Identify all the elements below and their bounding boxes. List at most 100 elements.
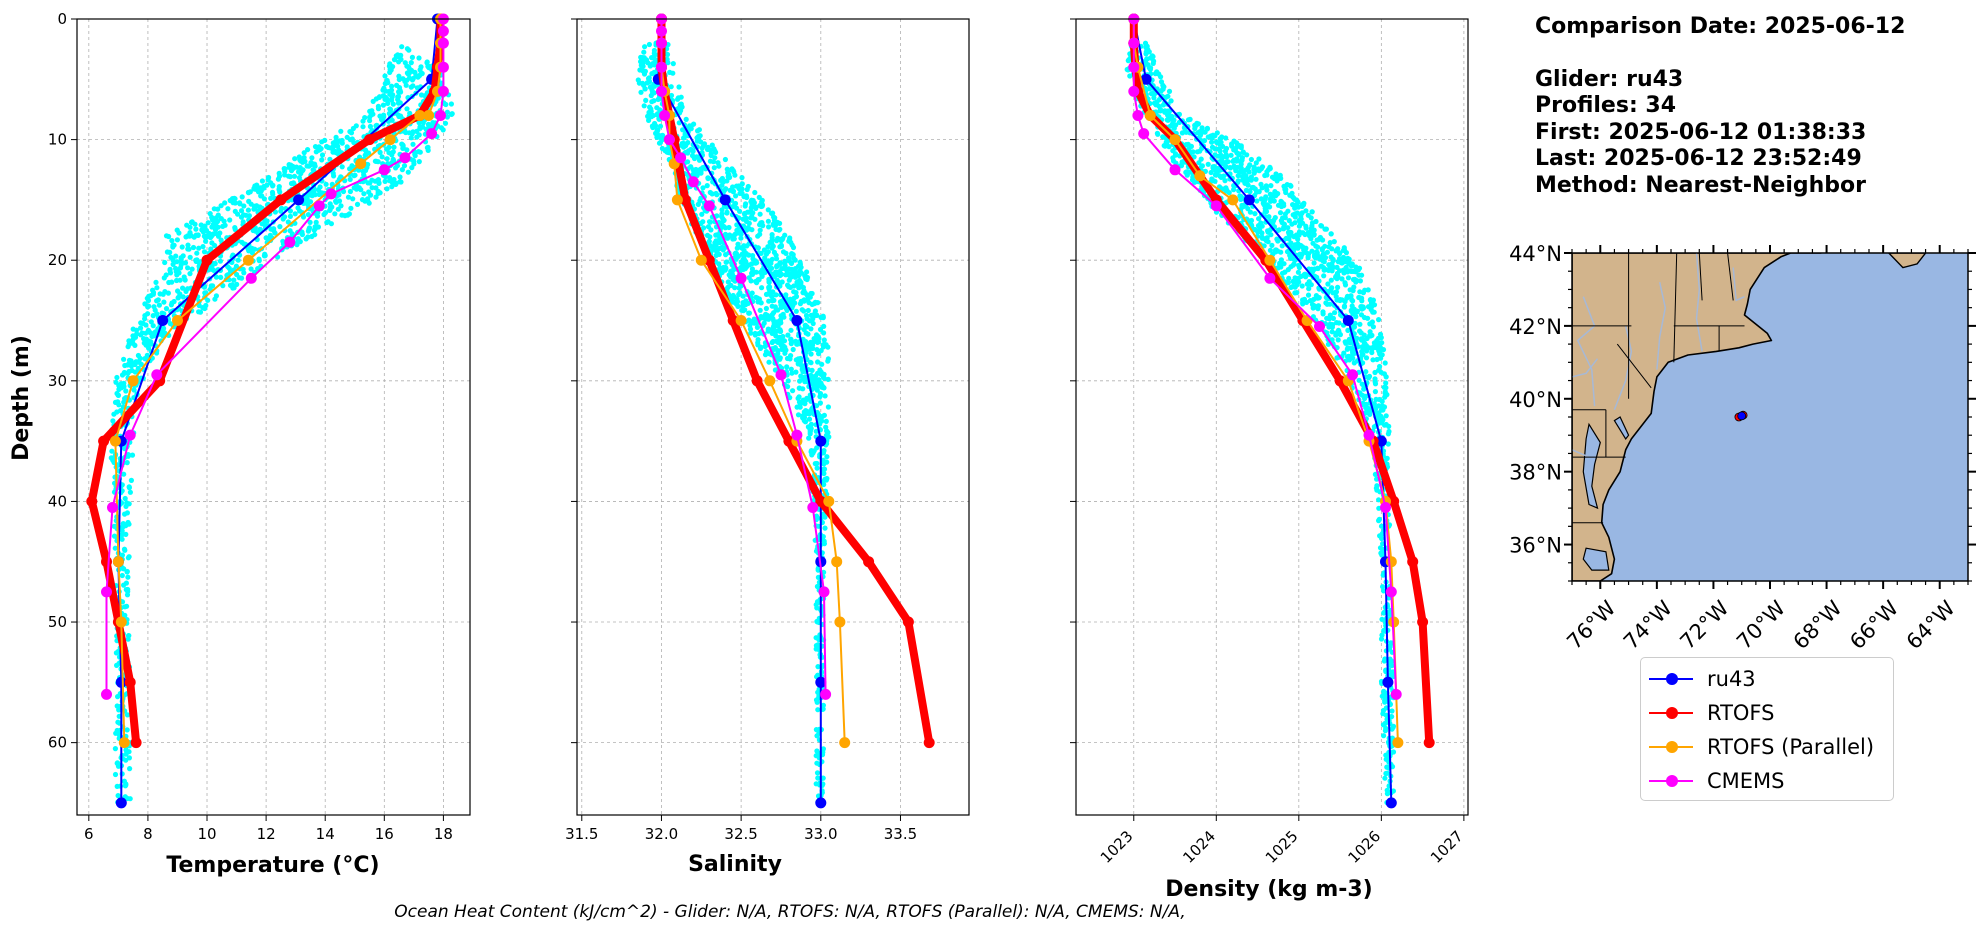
glider-scatter-point	[1326, 324, 1332, 330]
legend-swatch	[1649, 732, 1693, 762]
glider-scatter-point	[1372, 379, 1378, 385]
glider-scatter-point	[1218, 139, 1224, 145]
river	[1572, 449, 1590, 458]
glider-scatter-point	[1365, 287, 1371, 293]
glider-scatter-point	[309, 155, 315, 161]
glider-scatter-point	[1212, 178, 1218, 184]
series-marker-cmems	[435, 110, 446, 121]
glider-scatter-point	[695, 128, 701, 134]
glider-scatter-point	[275, 176, 281, 182]
map-lon-label: 66°W	[1845, 596, 1903, 654]
series-line-ru43	[117, 18, 439, 804]
glider-scatter-point	[287, 213, 293, 219]
glider-scatter-point	[801, 297, 807, 303]
series-marker-rtofs-parallel	[414, 110, 426, 121]
glider-scatter-point	[1205, 161, 1211, 167]
glider-scatter-point	[789, 251, 795, 257]
glider-scatter-point	[174, 259, 180, 265]
glider-scatter-point	[346, 211, 352, 217]
glider-scatter-point	[295, 169, 302, 175]
glider-scatter-point	[1367, 321, 1373, 327]
glider-scatter-point	[1360, 360, 1366, 366]
series-marker-ru43	[115, 797, 127, 809]
glider-scatter-point	[200, 244, 206, 250]
glider-scatter-point	[364, 150, 370, 156]
glider-scatter-point	[815, 359, 821, 365]
glider-scatter-point	[1305, 212, 1311, 218]
glider-scatter-point	[144, 295, 150, 301]
glider-scatter-point	[725, 235, 731, 241]
glider-scatter-point	[786, 238, 792, 244]
glider-scatter-point	[225, 206, 231, 212]
glider-scatter-point	[174, 237, 180, 243]
glider-scatter-point	[813, 753, 819, 759]
glider-scatter-point	[138, 332, 144, 338]
glider-scatter-point	[1294, 244, 1300, 250]
glider-scatter-point	[725, 279, 731, 285]
glider-scatter-point	[1143, 43, 1149, 49]
glider-scatter-point	[169, 238, 175, 244]
glider-scatter-point	[121, 356, 127, 362]
glider-scatter-point	[777, 226, 783, 232]
glider-scatter-point	[821, 466, 828, 472]
glider-scatter-point	[1285, 267, 1291, 273]
glider-scatter-point	[377, 149, 383, 155]
glider-scatter-point	[1292, 214, 1298, 220]
glider-scatter-point	[1268, 232, 1274, 238]
glider-scatter-point	[1286, 236, 1292, 242]
glider-scatter-point	[347, 137, 353, 143]
glider-scatter-point	[649, 71, 655, 77]
glider-scatter-point	[111, 533, 118, 539]
glider-scatter-point	[384, 186, 390, 192]
glider-scatter-point	[636, 80, 643, 86]
glider-scatter-point	[145, 311, 151, 317]
glider-scatter-point	[1271, 217, 1277, 223]
glider-scatter-point	[821, 323, 827, 329]
glider-scatter-point	[1383, 374, 1389, 380]
glider-scatter-point	[240, 219, 246, 225]
glider-scatter-point	[1295, 236, 1301, 242]
glider-scatter-point	[155, 297, 161, 303]
glider-scatter-point	[1223, 145, 1230, 152]
glider-scatter-point	[1309, 248, 1315, 254]
series-marker-ru43	[1342, 315, 1354, 326]
glider-scatter-point	[138, 361, 144, 367]
glider-scatter-point	[766, 286, 772, 292]
glider-scatter-point	[1320, 309, 1326, 315]
glider-scatter-point	[345, 194, 352, 200]
glider-scatter-point	[1253, 160, 1259, 166]
series-marker-rtofs	[101, 556, 112, 568]
glider-location-map: 36°N38°N40°N42°N44°N76°W74°W72°W70°W68°W…	[1509, 242, 1976, 654]
glider-scatter-point	[409, 131, 415, 137]
glider-scatter-point	[124, 569, 130, 575]
glider-scatter-point	[1314, 250, 1320, 256]
glider-scatter-point	[1330, 256, 1336, 262]
x-tick-label: 33.0	[804, 825, 837, 843]
glider-scatter-point	[235, 257, 241, 263]
glider-scatter-point	[759, 203, 765, 209]
glider-scatter-point	[373, 96, 379, 102]
glider-scatter-point	[1375, 335, 1382, 341]
glider-scatter-point	[1208, 133, 1214, 139]
series-marker-cmems	[1347, 369, 1358, 381]
glider-scatter-point	[231, 195, 237, 201]
series-marker-rtofs-parallel	[242, 254, 254, 266]
glider-scatter-point	[680, 140, 687, 146]
glider-scatter-point	[215, 206, 221, 212]
legend: ru43 RTOFS RTOFS (Parallel) CMEMS	[1640, 657, 1894, 801]
glider-scatter-point	[151, 304, 157, 310]
glider-scatter-point	[148, 319, 154, 325]
glider-scatter-point	[776, 281, 782, 287]
glider-scatter-point	[1313, 293, 1319, 299]
glider-scatter-point	[142, 301, 148, 307]
glider-scatter-point	[1254, 198, 1260, 204]
glider-scatter-point	[387, 106, 394, 113]
glider-scatter-point	[1237, 159, 1243, 165]
glider-scatter-point	[365, 180, 371, 186]
glider-scatter-point	[786, 277, 792, 283]
glider-scatter-point	[1278, 264, 1284, 270]
glider-scatter-point	[1308, 282, 1314, 288]
glider-scatter-point	[1363, 369, 1369, 375]
glider-scatter-point	[758, 344, 764, 350]
glider-scatter-point	[234, 271, 240, 278]
